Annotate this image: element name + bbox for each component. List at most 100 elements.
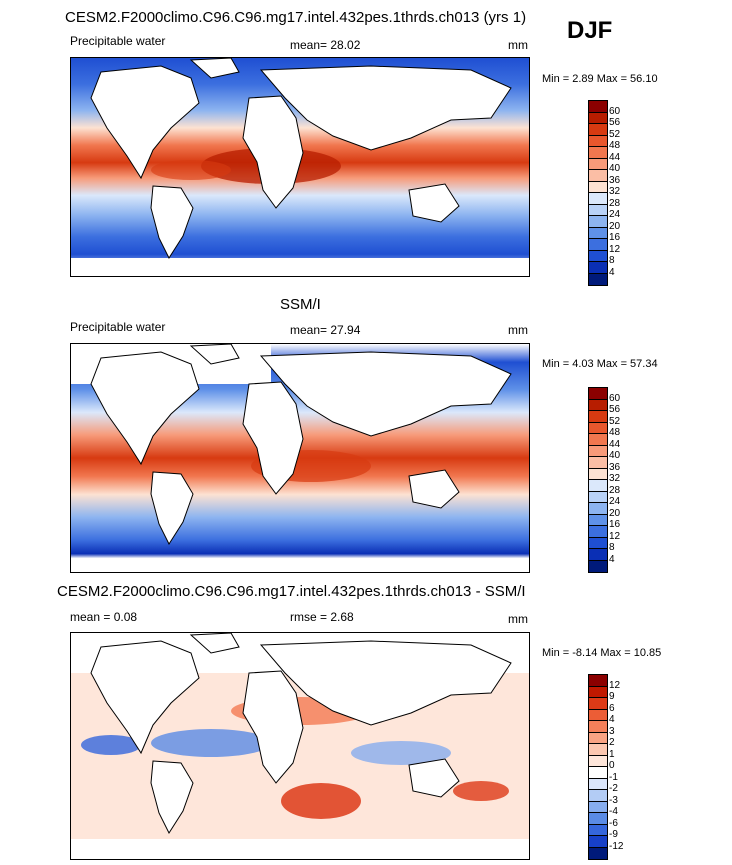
colorbar-tick-label: 9 <box>609 691 615 702</box>
panel-2-units-label: mm <box>508 323 528 337</box>
colorbar-swatch <box>589 468 607 480</box>
panel-2-mean-label: mean= 27.94 <box>290 323 361 337</box>
season-label: DJF <box>567 17 613 44</box>
colorbar-swatch <box>589 560 607 572</box>
colorbar-tick-label: 12 <box>609 530 621 542</box>
eurasia <box>259 65 512 151</box>
colorbar-tick-label: -12 <box>609 840 624 852</box>
colorbar-tick-label: 56 <box>609 404 621 415</box>
colorbar-swatch <box>589 813 607 825</box>
colorbar-tick-label: 44 <box>609 438 621 450</box>
colorbar-tick-label: 4 <box>609 266 615 278</box>
colorbar-tick-label: 24 <box>609 209 621 220</box>
colorbar-swatch <box>589 824 607 836</box>
colorbar-tick-label: 6 <box>609 702 615 714</box>
colorbar-tick-label: 32 <box>609 186 621 197</box>
colorbar-swatch <box>589 216 607 228</box>
colorbar-tick-label: -1 <box>609 771 618 783</box>
panel-1-units-label: mm <box>508 38 528 52</box>
colorbar-swatch <box>589 239 607 251</box>
colorbar-swatch <box>589 411 607 423</box>
colorbar-tick-label: 2 <box>609 737 615 748</box>
colorbar-tick-label: 8 <box>609 542 615 553</box>
panel-1-colorbar: 60 56 52 48 44 40 36 32 28 24 20 16 12 8 4 <box>588 100 648 288</box>
panel-1-minmax: Min = 2.89 Max = 56.10 <box>542 73 658 85</box>
colorbar-tick-label: 32 <box>609 473 621 484</box>
colorbar-swatch <box>589 675 607 687</box>
colorbar-tick-label: -2 <box>609 783 618 794</box>
colorbar-swatch <box>589 721 607 733</box>
colorbar-swatch <box>589 434 607 446</box>
panel-3-rmse-label: rmse = 2.68 <box>290 610 354 624</box>
colorbar-tick-label: 60 <box>609 105 621 117</box>
colorbar-swatch <box>589 227 607 239</box>
colorbar-swatch <box>589 158 607 170</box>
colorbar-swatch <box>589 790 607 802</box>
colorbar-tick-label: 4 <box>609 714 615 725</box>
colorbar-swatch <box>589 491 607 503</box>
colorbar-swatch <box>589 124 607 136</box>
panel-3-mean-label: mean = 0.08 <box>70 610 138 624</box>
colorbar-swatch <box>589 836 607 848</box>
colorbar-tick-label: 52 <box>609 415 621 427</box>
africa <box>242 95 304 209</box>
colorbar-swatch <box>589 181 607 193</box>
greenland <box>189 58 240 79</box>
panel-2-colorbar: 60 56 52 48 44 40 36 32 28 24 20 16 12 8 4 <box>588 387 648 575</box>
colorbar-tick-label: 0 <box>609 760 615 771</box>
colorbar-swatch <box>589 193 607 205</box>
colorbar-tick-label: 36 <box>609 461 621 473</box>
colorbar-swatch <box>589 847 607 859</box>
colorbar-tick-label: 48 <box>609 427 621 438</box>
colorbar-swatch <box>589 204 607 216</box>
colorbar-swatch <box>589 526 607 538</box>
colorbar-tick-label: 40 <box>609 450 621 461</box>
colorbar-swatch <box>589 457 607 469</box>
colorbar-swatch <box>589 388 607 400</box>
colorbar-tick-label: 28 <box>609 484 621 496</box>
colorbar-swatch <box>589 101 607 113</box>
colorbar-tick-label: 60 <box>609 392 621 404</box>
panel-3-minmax: Min = -8.14 Max = 10.85 <box>542 647 662 659</box>
colorbar-tick-label: 16 <box>609 519 621 530</box>
colorbar-tick-label: 4 <box>609 553 615 565</box>
colorbar-tick-label: 20 <box>609 507 621 519</box>
colorbar-swatches <box>588 100 608 286</box>
colorbar-tick-label: -4 <box>609 806 618 817</box>
colorbar-swatches <box>588 387 608 573</box>
panel-2-map <box>70 343 530 573</box>
colorbar-tick-label: 24 <box>609 496 621 507</box>
australia <box>408 183 460 223</box>
colorbar-swatch <box>589 170 607 182</box>
colorbar-swatch <box>589 273 607 285</box>
colorbar-tick-label: 48 <box>609 140 621 151</box>
colorbar-tick-label: 44 <box>609 151 621 163</box>
colorbar-swatch <box>589 709 607 721</box>
colorbar-tick-label: 12 <box>609 243 621 255</box>
colorbar-tick-label: 52 <box>609 128 621 140</box>
colorbar-tick-label: 36 <box>609 174 621 186</box>
colorbar-tick-label: 16 <box>609 232 621 243</box>
colorbar-swatch <box>589 147 607 159</box>
colorbar-swatch <box>589 445 607 457</box>
colorbar-swatches <box>588 674 608 860</box>
panel-3-units-label: mm <box>508 612 528 626</box>
colorbar-tick-label: 28 <box>609 197 621 209</box>
panel-2-variable-label: Precipitable water <box>70 320 166 334</box>
colorbar-swatch <box>589 135 607 147</box>
panel-2-title: SSM/I <box>280 296 321 313</box>
colorbar-swatch <box>589 503 607 515</box>
panel-2-minmax: Min = 4.03 Max = 57.34 <box>542 358 658 370</box>
colorbar-swatch <box>589 537 607 549</box>
colorbar-swatch <box>589 480 607 492</box>
colorbar-swatch <box>589 514 607 526</box>
colorbar-swatch <box>589 778 607 790</box>
colorbar-swatch <box>589 801 607 813</box>
colorbar-tick-label: 8 <box>609 255 615 266</box>
panel-1-title: CESM2.F2000climo.C96.C96.mg17.intel.432p… <box>65 9 527 26</box>
colorbar-swatch <box>589 399 607 411</box>
colorbar-swatch <box>589 262 607 274</box>
colorbar-tick-label: 1 <box>609 748 615 760</box>
colorbar-swatch <box>589 422 607 434</box>
colorbar-swatch <box>589 549 607 561</box>
